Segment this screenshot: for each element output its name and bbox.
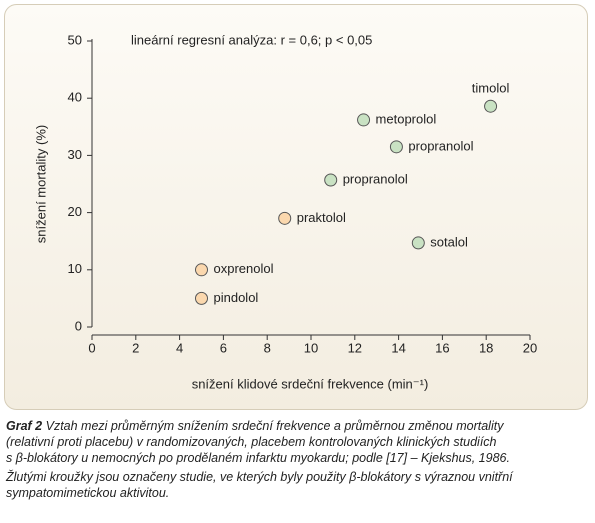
point [195, 263, 208, 277]
point-label: praktolol [297, 210, 346, 225]
x-tick-label: 4 [176, 340, 183, 355]
point [389, 140, 403, 154]
point-label: propranolol [408, 138, 473, 153]
point [484, 99, 498, 113]
point-label: metoprolol [376, 111, 437, 126]
point [411, 236, 425, 250]
caption-line: Graf 2 Vztah mezi průměrným snížením srd… [6, 418, 513, 434]
point [357, 113, 371, 127]
point-label: sotalol [430, 234, 468, 249]
caption-note: Žlutými kroužky jsou označeny studie, ve… [6, 470, 513, 484]
x-axis-label: snížení klidové srdeční frekvence (min⁻¹… [192, 376, 429, 391]
point-label: pindolol [214, 290, 259, 305]
x-tick-label: 2 [132, 340, 139, 355]
x-tick-label: 16 [435, 340, 449, 355]
chart: lineární regresní analýza: r = 0,6; p < … [4, 4, 588, 410]
caption-line: (relativní proti placebu) v randomizovan… [6, 435, 497, 449]
x-tick-label: 12 [348, 340, 362, 355]
y-tick-label: 10 [68, 261, 82, 276]
caption: Graf 2 Vztah mezi průměrným snížením srd… [6, 418, 513, 501]
x-tick-label: 20 [523, 340, 537, 355]
y-tick-label: 50 [68, 32, 82, 47]
y-tick-label: 40 [68, 90, 82, 105]
point-label: timolol [472, 81, 510, 96]
point [195, 291, 208, 305]
point-label: propranolol [343, 171, 408, 186]
point [324, 173, 338, 187]
y-axis-label: snížení mortality (%) [33, 125, 48, 243]
chart-frame [4, 4, 588, 410]
y-tick-label: 0 [75, 318, 82, 333]
caption-text: Vztah mezi průměrným snížením srdeční fr… [45, 419, 504, 433]
x-tick-label: 0 [88, 340, 95, 355]
point [278, 211, 292, 225]
annotation: lineární regresní analýza: r = 0,6; p < … [131, 32, 372, 47]
point-label: oxprenolol [214, 261, 274, 276]
y-tick-label: 30 [68, 147, 82, 162]
x-tick-label: 6 [220, 340, 227, 355]
x-tick-label: 10 [304, 340, 318, 355]
x-tick-label: 18 [479, 340, 493, 355]
x-tick-label: 14 [391, 340, 405, 355]
x-tick-label: 8 [264, 340, 271, 355]
caption-note: sympatomimetickou aktivitou. [6, 486, 170, 500]
caption-label: Graf 2 [6, 419, 43, 433]
y-tick-label: 20 [68, 204, 82, 219]
caption-line: s β-blokátory u nemocných po prodělaném … [6, 451, 510, 465]
